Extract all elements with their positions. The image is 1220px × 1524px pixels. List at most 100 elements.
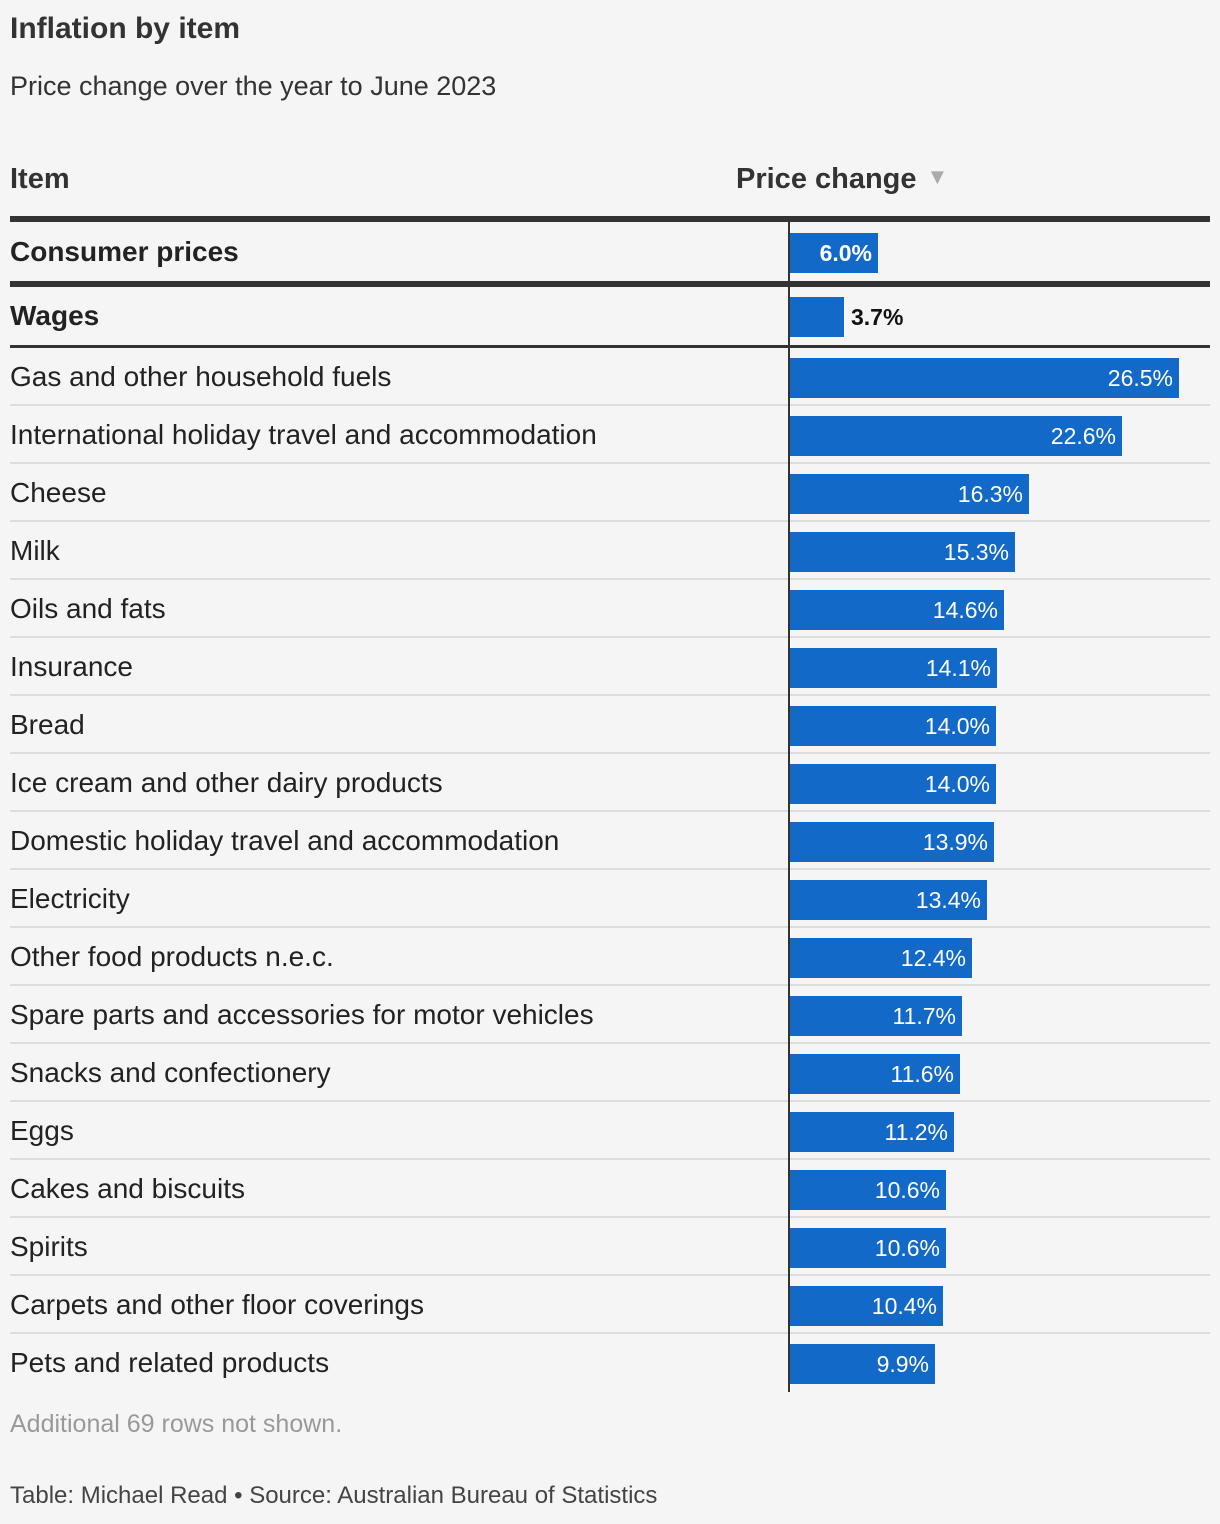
bar-value-label: 3.7%	[851, 304, 904, 330]
bar-value-label: 12.4%	[900, 945, 966, 971]
row-separator	[10, 868, 1210, 870]
bar-value-label: 10.6%	[874, 1235, 940, 1261]
source-credit: Table: Michael Read • Source: Australian…	[10, 1482, 658, 1509]
table-row: Insurance 14.1%	[10, 638, 1210, 696]
bar-value-label: 13.9%	[922, 829, 988, 855]
row-separator	[10, 1042, 1210, 1044]
table-row: International holiday travel and accommo…	[10, 406, 1210, 464]
row-item-label: International holiday travel and accommo…	[10, 419, 597, 450]
table-row: Gas and other household fuels 26.5%	[10, 348, 1210, 406]
bar-baseline	[788, 222, 790, 1392]
row-item-label: Cakes and biscuits	[10, 1173, 246, 1204]
row-separator	[10, 636, 1210, 638]
bar	[790, 1344, 935, 1384]
wages-divider	[10, 345, 1210, 348]
row-item-label: Spirits	[10, 1231, 88, 1262]
bar-value-label: 22.6%	[1050, 423, 1116, 449]
table-row: Eggs 11.2%	[10, 1102, 1210, 1160]
bar	[790, 1228, 946, 1268]
table-row: Milk 15.3%	[10, 522, 1210, 580]
row-separator	[10, 984, 1210, 986]
table-row: Electricity 13.4%	[10, 870, 1210, 928]
bar	[790, 880, 987, 920]
bar	[790, 590, 1004, 630]
row-separator	[10, 520, 1210, 522]
bar-value-label: 26.5%	[1107, 365, 1173, 391]
row-separator	[10, 462, 1210, 464]
bar	[790, 1054, 960, 1094]
table-row: Other food products n.e.c. 12.4%	[10, 928, 1210, 986]
bar	[790, 1286, 943, 1326]
bar-value-label: 13.4%	[915, 887, 981, 913]
bar-value-label: 11.6%	[890, 1061, 954, 1087]
bar	[790, 1112, 954, 1152]
row-item-label: Domestic holiday travel and accommodatio…	[10, 825, 560, 856]
row-item-label: Bread	[10, 709, 85, 740]
table-row: Wages 3.7%	[10, 287, 1210, 345]
column-header-item[interactable]: Item	[10, 163, 70, 195]
table-row: Bread 14.0%	[10, 696, 1210, 754]
rows-not-shown-note: Additional 69 rows not shown.	[10, 1410, 343, 1438]
row-item-label: Pets and related products	[10, 1347, 330, 1378]
table-row: Ice cream and other dairy products 14.0%	[10, 754, 1210, 812]
bar	[790, 416, 1122, 456]
column-header-price-change-label: Price change	[736, 163, 917, 195]
row-item-label: Milk	[10, 535, 60, 566]
table-row: Spare parts and accessories for motor ve…	[10, 986, 1210, 1044]
bar	[790, 233, 878, 273]
row-separator	[10, 926, 1210, 928]
bar	[790, 532, 1015, 572]
row-separator	[10, 1332, 1210, 1334]
row-separator	[10, 1216, 1210, 1218]
bar	[790, 822, 994, 862]
row-separator	[10, 404, 1210, 406]
row-item-label: Spare parts and accessories for motor ve…	[10, 999, 594, 1030]
row-item-label: Consumer prices	[10, 236, 239, 267]
bar	[790, 297, 844, 337]
row-separator	[10, 752, 1210, 754]
bar-value-label: 14.1%	[925, 655, 991, 681]
table-row: Cakes and biscuits 10.6%	[10, 1160, 1210, 1218]
row-item-label: Ice cream and other dairy products	[10, 767, 443, 798]
bar-value-label: 10.4%	[871, 1293, 937, 1319]
row-item-label: Gas and other household fuels	[10, 361, 392, 392]
row-item-label: Snacks and confectionery	[10, 1057, 331, 1088]
bar-value-label: 14.0%	[924, 713, 990, 739]
table-row: Oils and fats 14.6%	[10, 580, 1210, 638]
bar	[790, 996, 962, 1036]
bar	[790, 474, 1029, 514]
table-row: Pets and related products 9.9%	[10, 1334, 1210, 1392]
row-separator	[10, 694, 1210, 696]
table-row: Carpets and other floor coverings 10.4%	[10, 1276, 1210, 1334]
row-separator	[10, 578, 1210, 580]
row-item-label: Other food products n.e.c.	[10, 941, 334, 972]
row-item-label: Cheese	[10, 477, 107, 508]
bar-value-label: 11.7%	[892, 1003, 956, 1029]
bar	[790, 358, 1179, 398]
table-row: Cheese 16.3%	[10, 464, 1210, 522]
sort-descending-icon: ▼	[926, 164, 949, 189]
row-separator	[10, 1274, 1210, 1276]
bar	[790, 706, 996, 746]
bar-value-label: 14.6%	[932, 597, 998, 623]
column-header-price-change[interactable]: Price change ▼	[736, 163, 948, 196]
bar-value-label: 11.2%	[884, 1119, 948, 1145]
table-row: Spirits 10.6%	[10, 1218, 1210, 1276]
consumer-prices-divider	[10, 281, 1210, 287]
bar-value-label: 9.9%	[876, 1351, 929, 1377]
bar-value-label: 6.0%	[819, 240, 872, 266]
header-divider	[10, 216, 1210, 222]
row-item-label: Eggs	[10, 1115, 74, 1146]
row-separator	[10, 1100, 1210, 1102]
bar	[790, 938, 972, 978]
row-item-label: Insurance	[10, 651, 133, 682]
row-separator	[10, 1158, 1210, 1160]
table-row: Consumer prices 6.0%	[10, 222, 1210, 281]
chart-subtitle: Price change over the year to June 2023	[10, 71, 497, 101]
row-item-label: Carpets and other floor coverings	[10, 1289, 424, 1320]
row-separator	[10, 810, 1210, 812]
row-item-label: Wages	[10, 300, 100, 331]
row-item-label: Electricity	[10, 883, 130, 914]
bar-value-label: 16.3%	[957, 481, 1023, 507]
chart-title: Inflation by item	[10, 12, 241, 45]
